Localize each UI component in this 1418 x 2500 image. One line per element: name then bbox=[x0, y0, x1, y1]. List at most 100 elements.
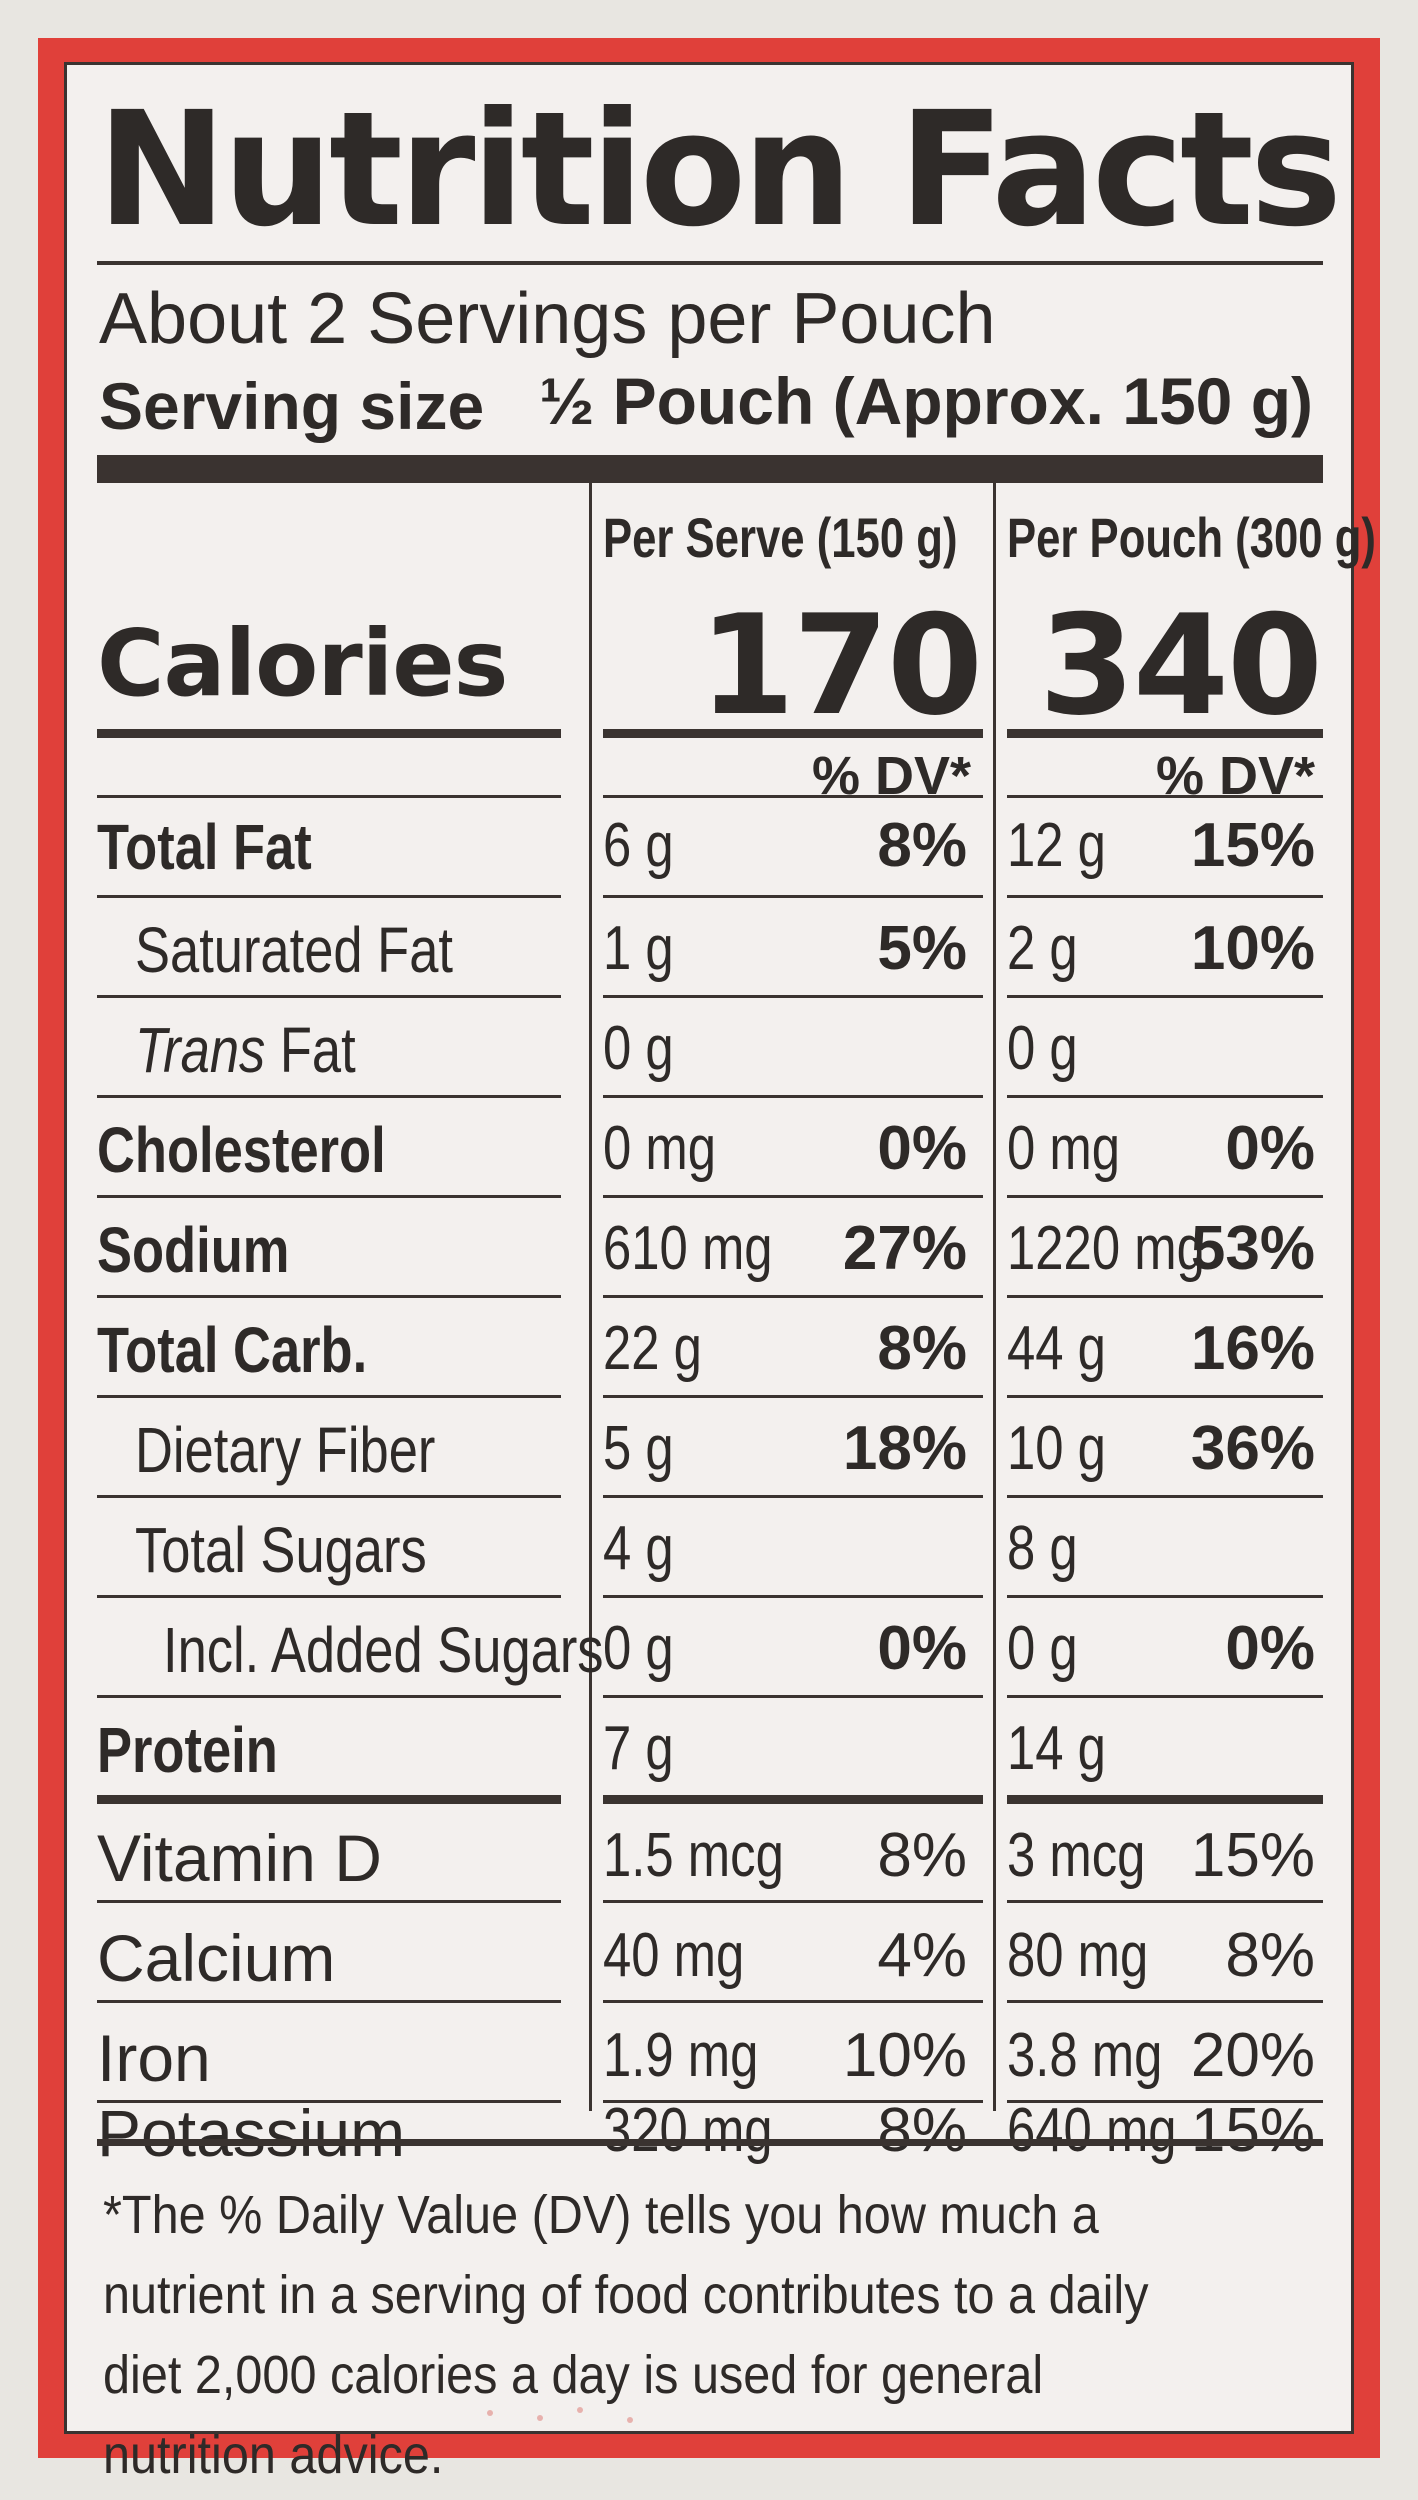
serve-amount: 0 g bbox=[603, 1614, 674, 1683]
pouch-dv: 36% bbox=[1190, 1414, 1315, 1483]
vitamin-name: Potassium bbox=[97, 2096, 406, 2170]
row-divider bbox=[603, 1795, 983, 1804]
row-divider bbox=[603, 1395, 983, 1398]
pouch-amount: 80 mg bbox=[1007, 1921, 1149, 1990]
pouch-amount: 2 g bbox=[1007, 914, 1078, 983]
column-header-pouch: Per Pouch (300 g) bbox=[1007, 506, 1376, 569]
nutrient-name: Sodium bbox=[97, 1214, 290, 1286]
row-divider bbox=[1007, 1900, 1323, 1903]
nutrient-name: Total Carb. bbox=[97, 1314, 368, 1386]
print-speck bbox=[537, 2415, 543, 2421]
pouch-amount: 0 g bbox=[1007, 1614, 1078, 1683]
row-divider bbox=[97, 1495, 561, 1498]
serve-amount: 7 g bbox=[603, 1714, 674, 1783]
pouch-dv: 10% bbox=[1190, 914, 1315, 983]
row-divider bbox=[97, 995, 561, 998]
nutrient-name: Total Fat bbox=[97, 811, 312, 883]
row-divider bbox=[603, 795, 983, 798]
serve-amount: 40 mg bbox=[603, 1921, 745, 1990]
column-separator bbox=[993, 457, 996, 2111]
panel-title: Nutrition Facts bbox=[97, 78, 1342, 262]
row-divider bbox=[603, 2100, 983, 2103]
calories-serve: 170 bbox=[698, 585, 983, 746]
serve-amount: 1.9 mg bbox=[603, 2021, 759, 2090]
vitamin-name: Calcium bbox=[97, 1921, 336, 1995]
pouch-dv: 53% bbox=[1190, 1214, 1315, 1283]
row-divider bbox=[603, 1195, 983, 1198]
pouch-dv: 15% bbox=[1190, 811, 1315, 880]
row-divider bbox=[603, 1695, 983, 1698]
pouch-amount: 12 g bbox=[1007, 811, 1106, 880]
serve-amount: 5 g bbox=[603, 1414, 674, 1483]
nutrient-name: Total Sugars bbox=[135, 1514, 427, 1586]
row-divider bbox=[603, 1095, 983, 1098]
pouch-dv: 15% bbox=[1190, 2096, 1315, 2165]
pouch-amount: 0 mg bbox=[1007, 1114, 1121, 1183]
servings-per-container: About 2 Servings per Pouch bbox=[99, 279, 996, 359]
row-divider bbox=[1007, 2000, 1323, 2003]
divider bbox=[97, 729, 561, 738]
serve-dv: 8% bbox=[877, 1314, 967, 1383]
serve-amount: 4 g bbox=[603, 1514, 674, 1583]
row-divider bbox=[603, 2000, 983, 2003]
pouch-amount: 44 g bbox=[1007, 1314, 1106, 1383]
pouch-amount: 640 mg bbox=[1007, 2096, 1177, 2165]
row-divider bbox=[1007, 1395, 1323, 1398]
serve-dv: 8% bbox=[877, 2096, 967, 2165]
serve-dv: 10% bbox=[842, 2021, 967, 2090]
serve-dv: 8% bbox=[877, 1821, 967, 1890]
row-divider bbox=[97, 2000, 561, 2003]
row-divider bbox=[97, 1900, 561, 1903]
pouch-dv: 20% bbox=[1190, 2021, 1315, 2090]
serve-amount: 320 mg bbox=[603, 2096, 773, 2165]
row-divider bbox=[97, 795, 561, 798]
row-divider bbox=[1007, 1795, 1323, 1804]
nutrient-name-rest: Fat bbox=[265, 1014, 356, 1086]
row-divider bbox=[603, 1595, 983, 1598]
nutrient-name: Saturated Fat bbox=[135, 914, 453, 986]
serve-dv: 0% bbox=[877, 1614, 967, 1683]
nutrient-name: Cholesterol bbox=[97, 1114, 386, 1186]
row-divider bbox=[97, 895, 561, 898]
divider bbox=[603, 729, 983, 738]
serving-size-value: ½ Pouch (Approx. 150 g) bbox=[539, 364, 1313, 438]
nutrient-name: Incl. Added Sugars bbox=[163, 1614, 604, 1686]
pouch-amount: 3.8 mg bbox=[1007, 2021, 1163, 2090]
calories-pouch: 340 bbox=[1038, 585, 1323, 746]
row-divider bbox=[1007, 895, 1323, 898]
serve-dv: 0% bbox=[877, 1114, 967, 1183]
nutrient-name: Trans Fat bbox=[135, 1013, 356, 1087]
pouch-amount: 10 g bbox=[1007, 1414, 1106, 1483]
row-divider bbox=[97, 1795, 561, 1804]
serve-amount: 1.5 mcg bbox=[603, 1821, 784, 1890]
print-speck bbox=[487, 2410, 493, 2416]
row-divider bbox=[1007, 2100, 1323, 2103]
row-divider bbox=[97, 1195, 561, 1198]
row-divider bbox=[603, 1900, 983, 1903]
row-divider bbox=[97, 1095, 561, 1098]
row-divider bbox=[1007, 1195, 1323, 1198]
row-divider bbox=[97, 2100, 561, 2103]
serving-size-label: Serving size bbox=[99, 369, 485, 443]
serve-amount: 22 g bbox=[603, 1314, 702, 1383]
row-divider bbox=[603, 1295, 983, 1298]
vitamin-name: Vitamin D bbox=[97, 1821, 382, 1895]
daily-value-footnote: *The % Daily Value (DV) tells you how mu… bbox=[103, 2185, 1149, 2485]
pouch-dv: 0% bbox=[1225, 1114, 1315, 1183]
serve-dv: 18% bbox=[842, 1414, 967, 1483]
serve-amount: 1 g bbox=[603, 914, 674, 983]
pouch-amount: 1220 mg bbox=[1007, 1214, 1205, 1283]
row-divider bbox=[603, 895, 983, 898]
pouch-dv: 8% bbox=[1225, 1921, 1315, 1990]
serve-dv: 4% bbox=[877, 1921, 967, 1990]
serve-amount: 0 mg bbox=[603, 1114, 717, 1183]
divider bbox=[97, 2139, 1323, 2146]
row-divider bbox=[1007, 995, 1323, 998]
serve-amount: 610 mg bbox=[603, 1214, 773, 1283]
pouch-dv: 15% bbox=[1190, 1821, 1315, 1890]
nutrition-facts-panel: Nutrition Facts About 2 Servings per Pou… bbox=[64, 62, 1376, 2485]
pouch-dv: 16% bbox=[1190, 1314, 1315, 1383]
vitamin-name: Iron bbox=[97, 2021, 211, 2095]
divider bbox=[97, 261, 1323, 265]
row-divider bbox=[1007, 795, 1323, 798]
